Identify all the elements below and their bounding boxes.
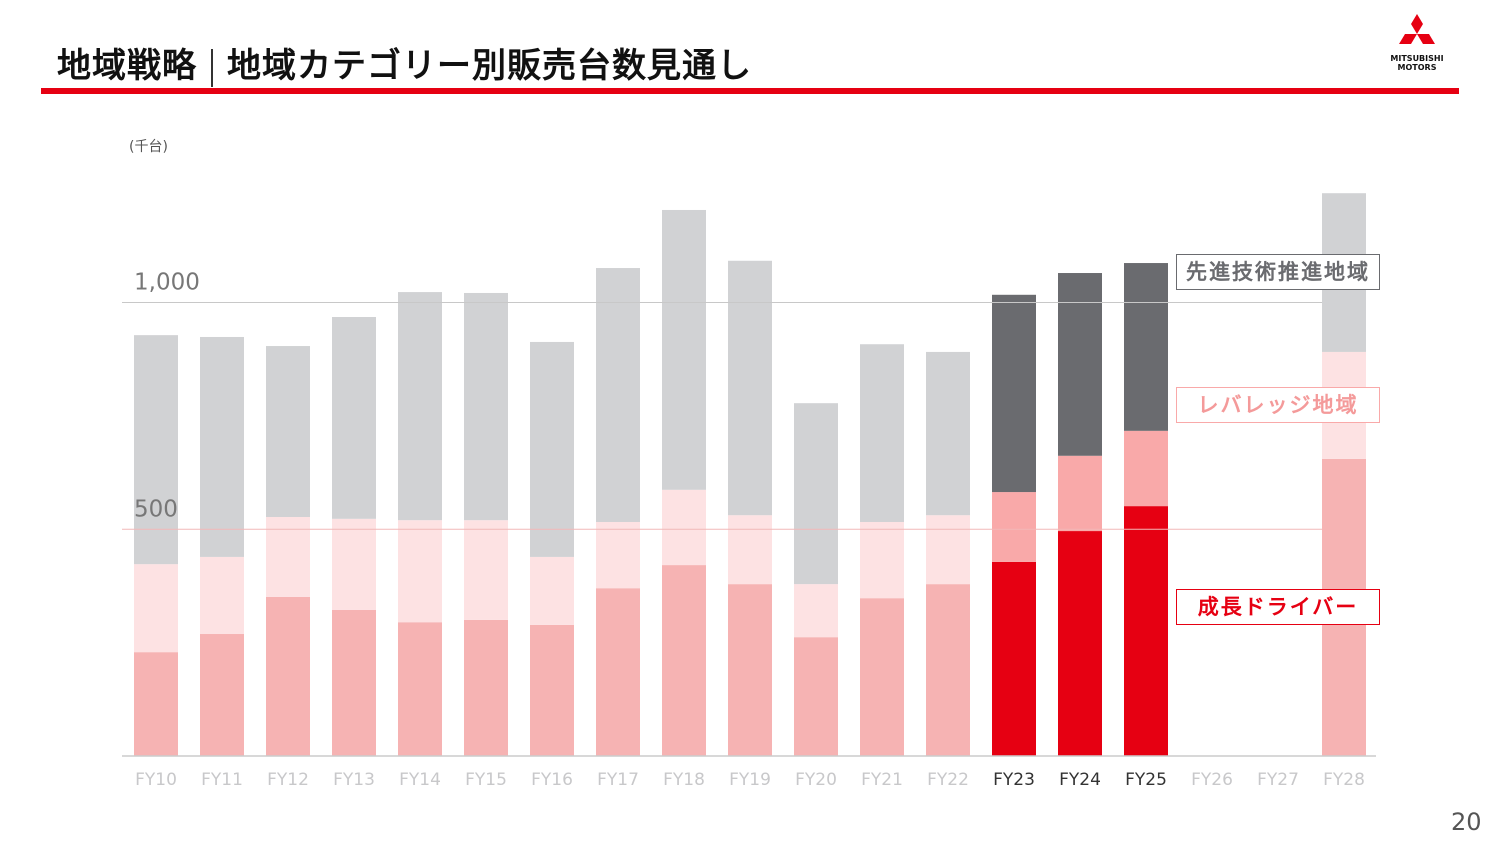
x-tick-label: FY20 <box>795 770 837 790</box>
three-diamonds-icon <box>1399 14 1435 44</box>
x-tick-label: FY13 <box>333 770 375 790</box>
bar-FY14-series-1 <box>398 520 442 623</box>
bar-FY17-series-1 <box>596 521 640 589</box>
bar-FY19-series-2 <box>728 260 772 516</box>
title-main: 地域カテゴリー別販売台数見通し <box>227 46 752 86</box>
bar-FY21-series-1 <box>860 521 904 599</box>
bar-FY18-series-1 <box>662 489 706 566</box>
bar-FY12-series-0 <box>266 596 310 756</box>
bar-FY12-series-1 <box>266 517 310 597</box>
x-tick-label: FY16 <box>531 770 573 790</box>
bar-FY11-series-1 <box>200 556 244 635</box>
bar-FY23-series-1 <box>992 492 1036 562</box>
x-tick-label: FY10 <box>135 770 177 790</box>
bar-FY16-series-1 <box>530 556 574 625</box>
x-tick-label: FY21 <box>861 770 903 790</box>
bar-FY20-series-1 <box>794 584 838 638</box>
x-tick-label: FY18 <box>663 770 705 790</box>
page-number: 20 <box>1451 808 1482 836</box>
bar-FY17-series-2 <box>596 268 640 522</box>
bar-FY24-series-1 <box>1058 455 1102 532</box>
bar-FY18-series-0 <box>662 565 706 756</box>
bar-FY11-series-2 <box>200 336 244 557</box>
bar-FY24-series-2 <box>1058 273 1102 456</box>
page-title: 地域戦略 地域カテゴリー別販売台数見通し <box>57 38 752 87</box>
bar-FY20-series-0 <box>794 637 838 756</box>
bar-FY15-series-1 <box>464 520 508 620</box>
bar-FY16-series-0 <box>530 624 574 756</box>
x-tick-label: FY11 <box>201 770 243 790</box>
bar-FY10-series-2 <box>134 335 178 565</box>
bar-FY14-series-0 <box>398 622 442 756</box>
bar-FY18-series-2 <box>662 209 706 490</box>
bar-FY13-series-2 <box>332 317 376 519</box>
header-divider <box>41 88 1459 94</box>
bar-FY13-series-0 <box>332 609 376 756</box>
bar-FY15-series-2 <box>464 292 508 521</box>
x-tick-label: FY25 <box>1125 770 1167 790</box>
bar-FY21-series-0 <box>860 598 904 756</box>
bar-FY10-series-1 <box>134 564 178 653</box>
x-tick-label: FY28 <box>1323 770 1365 790</box>
bar-FY19-series-0 <box>728 584 772 756</box>
bar-FY14-series-2 <box>398 292 442 521</box>
x-tick-label: FY17 <box>597 770 639 790</box>
bar-FY22-series-0 <box>926 584 970 756</box>
bar-FY23-series-2 <box>992 294 1036 493</box>
bar-FY25-series-1 <box>1124 430 1168 507</box>
bar-FY12-series-2 <box>266 346 310 518</box>
bar-FY22-series-1 <box>926 515 970 585</box>
x-tick-label: FY23 <box>993 770 1035 790</box>
bar-FY21-series-2 <box>860 344 904 522</box>
x-tick-label: FY14 <box>399 770 441 790</box>
x-tick-label: FY19 <box>729 770 771 790</box>
title-divider <box>211 48 213 87</box>
bar-FY13-series-1 <box>332 518 376 610</box>
legend-advanced-tech: 先進技術推進地域 <box>1176 254 1380 290</box>
bar-FY20-series-2 <box>794 403 838 585</box>
bar-FY17-series-0 <box>596 588 640 756</box>
mitsubishi-logo: MITSUBISHI MOTORS <box>1385 14 1449 72</box>
bar-FY11-series-0 <box>200 634 244 756</box>
x-tick-label: FY27 <box>1257 770 1299 790</box>
x-tick-label: FY22 <box>927 770 969 790</box>
bar-FY25-series-2 <box>1124 263 1168 431</box>
bar-FY10-series-0 <box>134 652 178 756</box>
x-tick-label: FY24 <box>1059 770 1101 790</box>
y-tick-label: 1,000 <box>134 270 200 296</box>
y-tick-label: 500 <box>134 496 178 522</box>
bar-FY19-series-1 <box>728 515 772 585</box>
bar-FY24-series-0 <box>1058 531 1102 756</box>
legend-leverage: レバレッジ地域 <box>1176 387 1380 423</box>
x-tick-label: FY12 <box>267 770 309 790</box>
bar-FY22-series-2 <box>926 351 970 516</box>
bar-FY23-series-0 <box>992 561 1036 756</box>
bar-FY25-series-0 <box>1124 506 1168 756</box>
unit-label: (千台) <box>129 139 168 155</box>
title-section: 地域戦略 <box>57 46 197 86</box>
x-tick-label: FY15 <box>465 770 507 790</box>
bar-FY15-series-0 <box>464 619 508 756</box>
legend-growth-driver: 成長ドライバー <box>1176 589 1380 625</box>
bar-FY16-series-2 <box>530 341 574 557</box>
x-tick-label: FY26 <box>1191 770 1233 790</box>
